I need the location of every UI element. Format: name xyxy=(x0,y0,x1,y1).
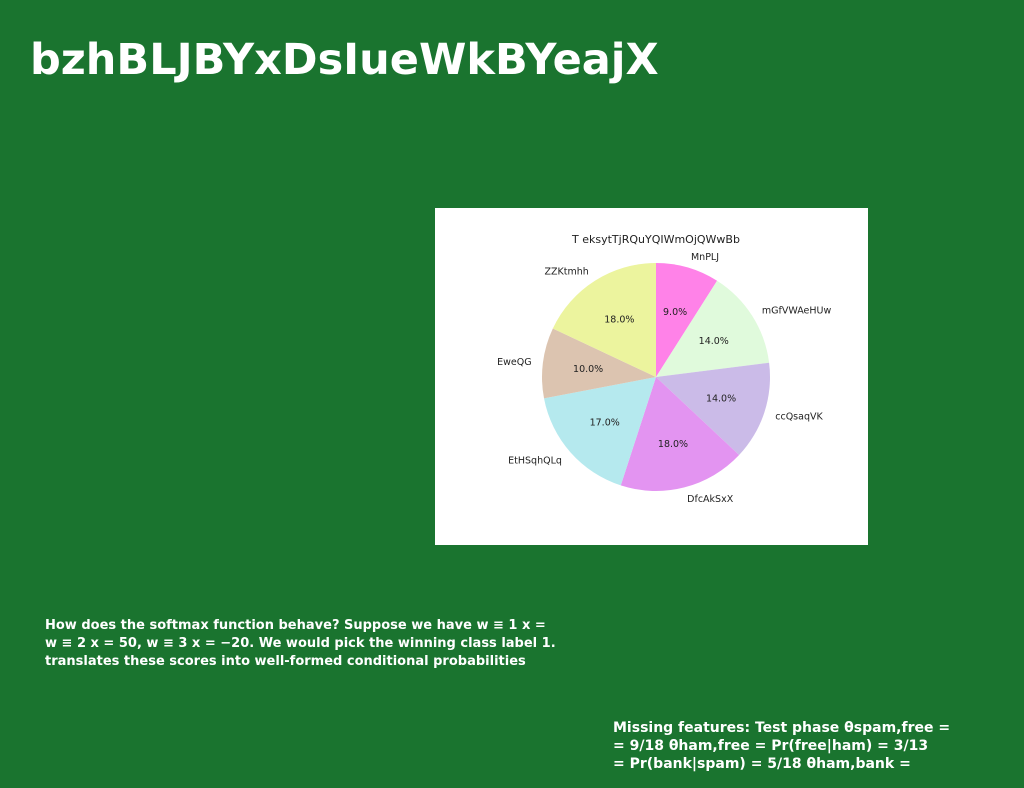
pie-slice-ethsqhqlq xyxy=(544,377,656,486)
body-line: How does the softmax function behave? Su… xyxy=(45,618,546,633)
slice-value-label: 18.0% xyxy=(604,315,634,326)
pie-slices xyxy=(542,263,770,491)
slice-value-label: 14.0% xyxy=(706,394,736,405)
slice-category-label: ZZKtmhh xyxy=(545,267,589,278)
pie-labels: 9.0% MnPLJ 14.0% mGfVWAeHUw 14.0% ccQsaqVK 18.… xyxy=(497,252,831,505)
slide-title: bzhBLJBYxDsIueWkBYeajX xyxy=(30,35,659,85)
body-line: translates these scores into well-formed… xyxy=(45,654,526,669)
pie-chart: T eksytTjRQuYQIWmOjQWwBb 9.0% MnPLJ 14.0% m… xyxy=(497,233,831,505)
pie-slice-dfcaksxx xyxy=(620,377,740,491)
chart-title: T eksytTjRQuYQIWmOjQWwBb xyxy=(571,233,740,246)
slice-value-label: 14.0% xyxy=(699,336,729,347)
body-line: w ≡ 2 x = 50, w ≡ 3 x = −20. We would pi… xyxy=(45,636,556,651)
note-text: Missing features: Test phase θspam,free … xyxy=(613,719,1013,773)
pie-slice-ccqsaqvk xyxy=(656,362,770,456)
slice-value-label: 17.0% xyxy=(590,418,620,429)
slice-category-label: EtHSqhQLq xyxy=(508,455,562,466)
slice-category-label: DfcAkSxX xyxy=(687,494,734,505)
pie-slice-mnplj xyxy=(656,263,718,377)
pie-slice-eweqg xyxy=(542,328,656,399)
slice-value-label: 10.0% xyxy=(573,364,603,375)
note-line: = 9/18 θham,free = Pr(free|ham) = 3/13 xyxy=(613,738,929,754)
note-line: = Pr(bank|spam) = 5/18 θham,bank = xyxy=(613,756,911,772)
slice-category-label: EweQG xyxy=(497,357,531,368)
pie-chart-card: T eksytTjRQuYQIWmOjQWwBb 9.0% MnPLJ 14.0% m… xyxy=(435,208,868,545)
note-line: Missing features: Test phase θspam,free … xyxy=(613,720,951,736)
slice-value-label: 9.0% xyxy=(663,307,687,318)
slice-value-label: 18.0% xyxy=(658,439,688,450)
slice-category-label: ccQsaqVK xyxy=(775,411,823,422)
pie-slice-mgfvwaehuw xyxy=(656,280,770,377)
body-text: How does the softmax function behave? Su… xyxy=(45,617,605,671)
slice-category-label: mGfVWAeHUw xyxy=(762,305,832,316)
slice-category-label: MnPLJ xyxy=(691,252,719,263)
pie-slice-zzktmhh xyxy=(552,263,656,377)
